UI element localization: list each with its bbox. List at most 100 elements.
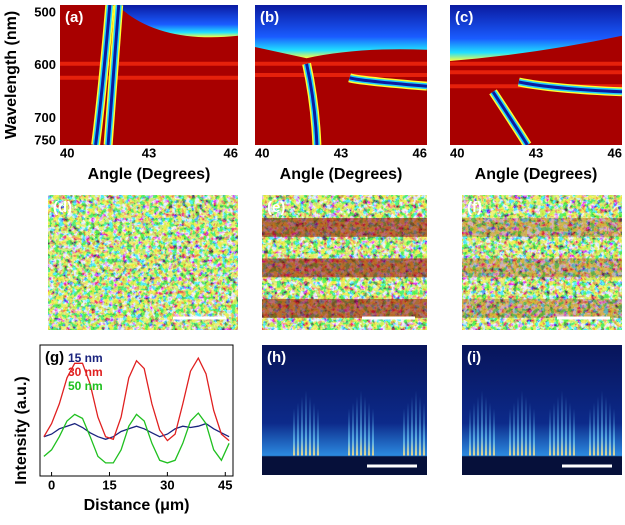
field-streak [309, 396, 311, 456]
y-tick-label: 600 [34, 57, 56, 72]
heatmap-curve [94, 5, 112, 145]
panel-label: (d) [53, 199, 72, 216]
field-streak [493, 408, 495, 456]
field-streak [352, 402, 354, 456]
field-streak [533, 408, 535, 456]
field-streak [469, 408, 471, 456]
x-tick-label: 43 [142, 145, 156, 160]
y-axis-title: Intensity (a.u.) [13, 376, 30, 484]
x-tick-label: 46 [608, 145, 622, 160]
field-streak [517, 396, 519, 456]
field-streak [477, 396, 479, 456]
field-streak [569, 402, 571, 456]
field-streak [364, 396, 366, 456]
x-tick-label: 15 [102, 477, 116, 492]
field-streak [609, 402, 611, 456]
field-streak [509, 408, 511, 456]
field-streak [593, 402, 595, 456]
field-streak [513, 402, 515, 456]
field-streak [356, 396, 358, 456]
field-streak [415, 390, 417, 456]
speckle-image [462, 195, 622, 330]
panel-label: (c) [455, 9, 473, 26]
heatmap-region [450, 5, 622, 61]
panel-label: (i) [467, 349, 481, 366]
field-streak [473, 402, 475, 456]
speckle-band [262, 217, 427, 237]
field-streak [525, 396, 527, 456]
field-streak [411, 396, 413, 456]
panel-label: (g) [45, 349, 64, 366]
panel-label: (f) [467, 199, 482, 216]
x-tick-label: 40 [450, 145, 464, 160]
field-streak [489, 402, 491, 456]
y-axis-title: Wavelength (nm) [3, 11, 20, 139]
legend-label: 30 nm [68, 365, 103, 379]
field-streak [313, 402, 315, 456]
plot-frame [39, 344, 234, 477]
field-streak [485, 396, 487, 456]
field-streak [301, 396, 303, 456]
field-streak [423, 402, 425, 456]
series-line [43, 422, 230, 440]
heatmap-region [255, 5, 427, 59]
y-tick-label: 500 [34, 4, 56, 19]
panel-label: (b) [260, 9, 279, 26]
panel [48, 195, 238, 330]
field-streak [557, 396, 559, 456]
field-streak [605, 396, 607, 456]
x-axis-title: Distance (μm) [84, 497, 190, 514]
panel [39, 344, 234, 477]
field-image [462, 345, 622, 475]
field-streak [427, 409, 429, 456]
heatmap-curve [349, 76, 427, 88]
field-streak [372, 408, 374, 456]
field-streak [553, 402, 555, 456]
x-tick-label: 45 [218, 477, 232, 492]
panel-label: (e) [267, 199, 285, 216]
panel [262, 195, 427, 330]
field-image [262, 345, 427, 475]
x-tick-label: 30 [160, 477, 174, 492]
heatmap-curve [518, 80, 622, 94]
x-axis-title: Angle (Degrees) [280, 166, 403, 183]
x-tick-label: 40 [255, 145, 269, 160]
y-tick-label: 750 [34, 132, 56, 147]
field-streak [549, 408, 551, 456]
panel [60, 5, 238, 145]
field-streak [403, 408, 405, 456]
x-tick-label: 43 [334, 145, 348, 160]
speckle-band [262, 258, 427, 278]
panel-label: (h) [267, 349, 286, 366]
x-axis-title: Angle (Degrees) [88, 166, 211, 183]
heatmap-curve [491, 90, 529, 145]
field-streak [601, 390, 603, 456]
speckle-band [462, 217, 622, 237]
speckle-image [48, 195, 238, 330]
panel [255, 5, 427, 145]
field-streak [305, 390, 307, 456]
field-streak [561, 390, 563, 456]
field-streak [613, 408, 615, 456]
legend-label: 50 nm [68, 379, 103, 393]
x-axis-title: Angle (Degrees) [475, 166, 598, 183]
series-line [43, 412, 230, 464]
panel [462, 195, 622, 330]
heatmap-region [113, 5, 238, 38]
speckle-band [262, 298, 427, 318]
field-streak [521, 390, 523, 456]
field-streak [589, 408, 591, 456]
speckle-band [462, 258, 622, 278]
panel [450, 5, 622, 145]
panel [462, 345, 622, 475]
field-streak [360, 390, 362, 456]
heatmap-curve [106, 5, 121, 145]
series-line [43, 356, 230, 442]
x-tick-label: 0 [48, 477, 55, 492]
field-streak [529, 402, 531, 456]
field-streak [407, 402, 409, 456]
panel [262, 345, 429, 475]
field-streak [293, 408, 295, 456]
field-streak [317, 408, 319, 456]
